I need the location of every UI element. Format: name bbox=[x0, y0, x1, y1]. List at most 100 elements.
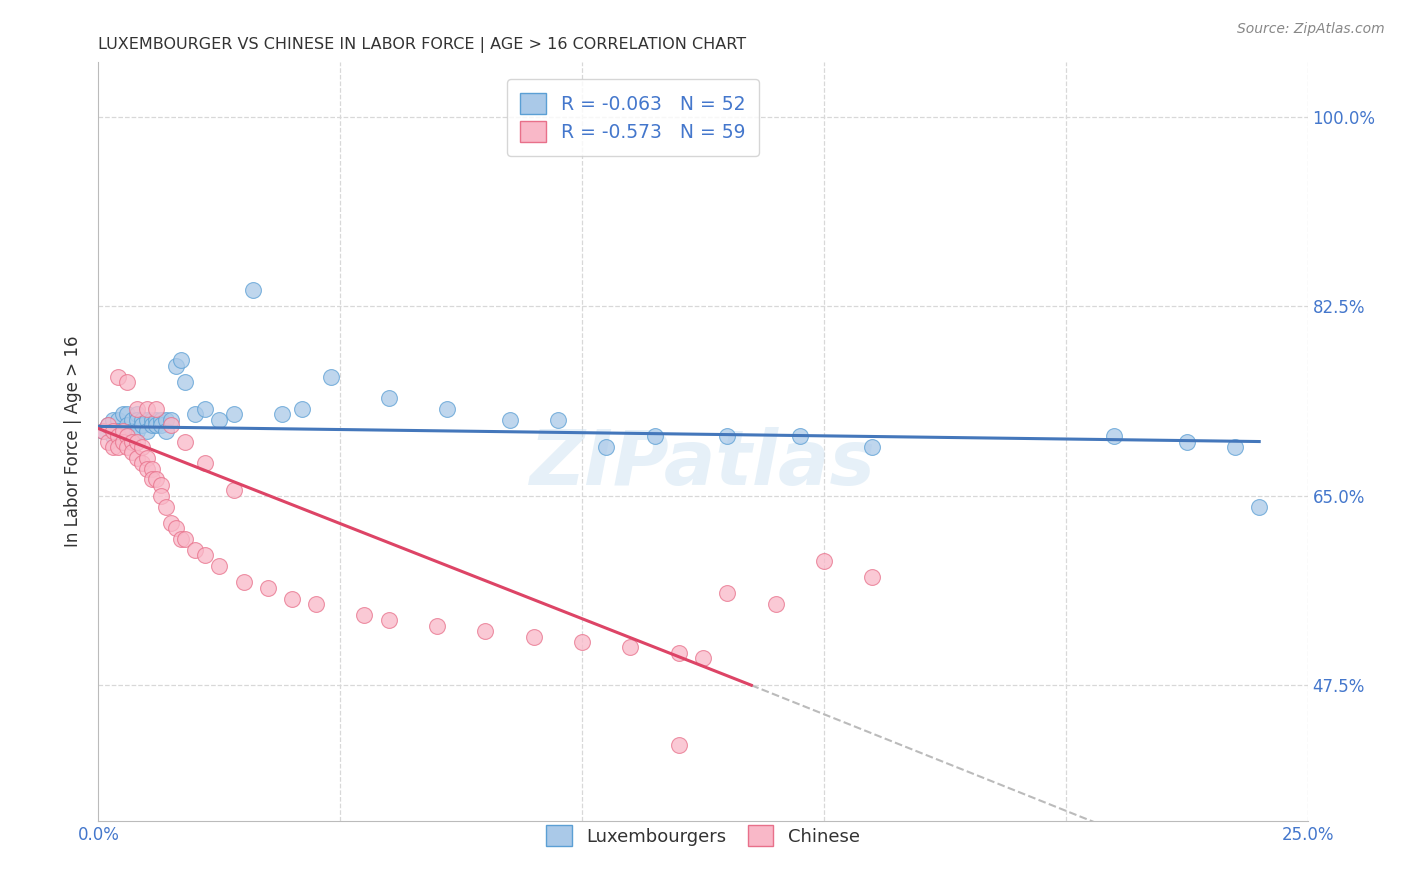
Point bbox=[498, 413, 520, 427]
Point bbox=[668, 646, 690, 660]
Point bbox=[135, 461, 157, 475]
Point bbox=[174, 532, 197, 546]
Point bbox=[91, 424, 114, 438]
Point bbox=[97, 434, 120, 449]
Point bbox=[165, 521, 187, 535]
Point bbox=[353, 607, 375, 622]
Point bbox=[716, 586, 738, 600]
Point bbox=[377, 613, 399, 627]
Point bbox=[135, 424, 157, 438]
Point bbox=[150, 478, 173, 492]
Point bbox=[150, 418, 173, 433]
Point bbox=[127, 402, 149, 417]
Point bbox=[111, 424, 134, 438]
Point bbox=[571, 635, 593, 649]
Point bbox=[474, 624, 496, 639]
Point bbox=[426, 618, 449, 632]
Point bbox=[145, 402, 167, 417]
Point bbox=[101, 424, 124, 438]
Point bbox=[131, 413, 153, 427]
Point bbox=[135, 413, 157, 427]
Point bbox=[290, 402, 312, 417]
Point bbox=[547, 413, 569, 427]
Text: ZIPatlas: ZIPatlas bbox=[530, 427, 876, 501]
Point bbox=[107, 369, 129, 384]
Point bbox=[145, 418, 167, 433]
Text: LUXEMBOURGER VS CHINESE IN LABOR FORCE | AGE > 16 CORRELATION CHART: LUXEMBOURGER VS CHINESE IN LABOR FORCE |… bbox=[98, 37, 747, 53]
Point bbox=[194, 548, 217, 563]
Point bbox=[111, 434, 134, 449]
Point bbox=[121, 445, 143, 459]
Legend: Luxembourgers, Chinese: Luxembourgers, Chinese bbox=[538, 818, 868, 854]
Point bbox=[117, 418, 139, 433]
Point bbox=[121, 424, 143, 438]
Point bbox=[101, 413, 124, 427]
Point bbox=[668, 738, 690, 752]
Point bbox=[184, 542, 207, 557]
Point bbox=[160, 413, 183, 427]
Point bbox=[692, 651, 714, 665]
Point bbox=[141, 418, 163, 433]
Point bbox=[111, 408, 134, 422]
Y-axis label: In Labor Force | Age > 16: In Labor Force | Age > 16 bbox=[63, 335, 82, 548]
Point bbox=[1223, 440, 1246, 454]
Point bbox=[305, 597, 328, 611]
Point bbox=[160, 418, 183, 433]
Point bbox=[101, 440, 124, 454]
Point bbox=[1249, 500, 1271, 514]
Point bbox=[160, 516, 183, 530]
Point bbox=[716, 429, 738, 443]
Point bbox=[127, 424, 149, 438]
Point bbox=[97, 418, 120, 433]
Point bbox=[271, 408, 294, 422]
Point bbox=[595, 440, 617, 454]
Point bbox=[765, 597, 787, 611]
Point bbox=[107, 424, 129, 438]
Point bbox=[145, 413, 167, 427]
Point bbox=[174, 375, 197, 389]
Point bbox=[194, 456, 217, 470]
Point bbox=[523, 630, 546, 644]
Point bbox=[194, 402, 217, 417]
Point bbox=[107, 440, 129, 454]
Point bbox=[117, 375, 139, 389]
Point bbox=[131, 440, 153, 454]
Point bbox=[232, 575, 254, 590]
Point bbox=[281, 591, 304, 606]
Point bbox=[155, 413, 177, 427]
Point bbox=[141, 413, 163, 427]
Point bbox=[208, 413, 231, 427]
Point bbox=[789, 429, 811, 443]
Point bbox=[135, 450, 157, 465]
Point bbox=[860, 440, 883, 454]
Point bbox=[101, 429, 124, 443]
Point bbox=[222, 483, 245, 498]
Point bbox=[117, 408, 139, 422]
Point bbox=[436, 402, 458, 417]
Point bbox=[813, 554, 835, 568]
Point bbox=[111, 424, 134, 438]
Point bbox=[208, 559, 231, 574]
Point bbox=[117, 440, 139, 454]
Point bbox=[169, 353, 191, 368]
Point bbox=[155, 424, 177, 438]
Point bbox=[131, 456, 153, 470]
Point bbox=[141, 461, 163, 475]
Point bbox=[121, 413, 143, 427]
Point bbox=[97, 418, 120, 433]
Point bbox=[619, 640, 641, 655]
Point bbox=[155, 500, 177, 514]
Text: Source: ZipAtlas.com: Source: ZipAtlas.com bbox=[1237, 22, 1385, 37]
Point bbox=[1175, 434, 1198, 449]
Point bbox=[127, 450, 149, 465]
Point bbox=[131, 418, 153, 433]
Point bbox=[145, 473, 167, 487]
Point bbox=[141, 473, 163, 487]
Point bbox=[117, 429, 139, 443]
Point bbox=[319, 369, 342, 384]
Point bbox=[121, 434, 143, 449]
Point bbox=[169, 532, 191, 546]
Point bbox=[174, 434, 197, 449]
Point bbox=[860, 570, 883, 584]
Point bbox=[107, 413, 129, 427]
